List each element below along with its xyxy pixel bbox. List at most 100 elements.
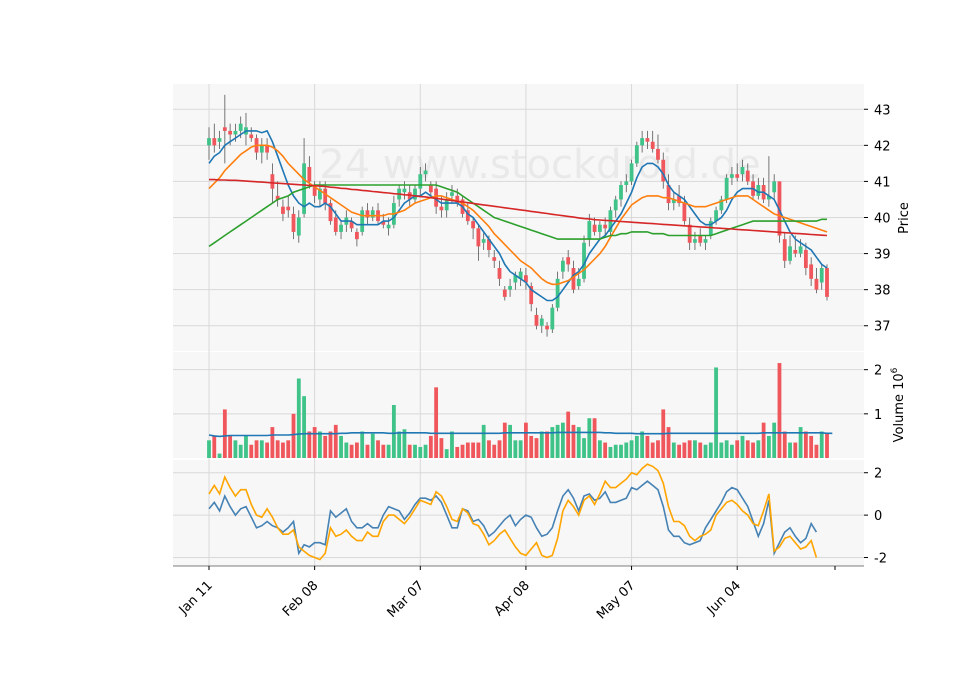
volume-bar: [238, 444, 243, 458]
volume-bar: [740, 435, 745, 458]
candle-body: [291, 213, 296, 232]
volume-bar: [582, 438, 586, 458]
candle-body: [571, 268, 576, 290]
volume-bar: [249, 444, 254, 458]
volume-bar: [370, 433, 375, 458]
volume-bar: [751, 442, 755, 458]
volume-bar: [777, 363, 782, 458]
volume-bar: [502, 422, 507, 458]
volume-bar: [423, 444, 428, 458]
oscillator-line-osc_a: [208, 480, 818, 557]
candle-body: [693, 239, 697, 243]
volume-bar: [339, 435, 343, 458]
candle-body: [423, 170, 428, 175]
candle-body: [233, 130, 238, 135]
volume-bar: [645, 435, 650, 458]
volume-bar: [413, 444, 417, 458]
volume-bar: [402, 429, 407, 458]
volume-axis-label-exponent: 6: [890, 367, 900, 373]
volume-bar: [376, 440, 380, 458]
candle-body: [281, 206, 285, 214]
candle-body: [513, 275, 518, 283]
candle-body: [265, 145, 270, 153]
volume-bar: [360, 431, 365, 458]
volume-bar: [312, 427, 317, 458]
volume-bar: [592, 418, 597, 458]
volume-bar: [397, 431, 402, 458]
volume-bar: [613, 444, 618, 458]
volume-bar: [323, 435, 328, 458]
volume-bar: [629, 440, 634, 458]
volume-bar: [244, 435, 248, 458]
candle-body: [550, 307, 555, 330]
volume-bar: [460, 444, 465, 458]
candle-body: [719, 199, 724, 211]
candle-body: [508, 286, 512, 290]
candle-body: [217, 138, 222, 142]
candle-body: [455, 195, 460, 204]
volume-bar: [560, 422, 565, 458]
volume-bar: [576, 427, 581, 458]
volume-bar: [217, 453, 222, 458]
volume-bar: [291, 413, 296, 458]
volume-bar: [550, 427, 555, 458]
candle-body: [518, 271, 523, 279]
oscillator-tick-label: 2: [874, 467, 882, 482]
candle-body: [207, 138, 211, 146]
candle-body: [819, 268, 824, 283]
candle-body: [529, 286, 534, 305]
candle-body: [597, 224, 602, 232]
candle-body: [587, 221, 592, 240]
candle-body: [365, 210, 370, 218]
volume-bar: [428, 435, 433, 458]
candle-body: [735, 174, 740, 178]
candle-body: [666, 185, 671, 204]
candle-body: [809, 264, 814, 279]
candle-body: [677, 195, 682, 204]
candle-body: [328, 203, 333, 222]
volume-axis-label: Volume 106: [890, 367, 907, 442]
volume-bar: [788, 442, 792, 458]
candle-body: [270, 174, 275, 189]
volume-bar: [698, 442, 703, 458]
volume-bar: [476, 442, 481, 458]
volume-bar: [259, 440, 264, 458]
candle-body: [418, 174, 423, 189]
candle-body: [370, 210, 375, 218]
volume-bar: [281, 442, 285, 458]
volume-bar: [434, 387, 439, 458]
candle-body: [534, 314, 539, 326]
candle-body: [386, 224, 391, 229]
candle-body: [360, 210, 365, 232]
volume-bar: [212, 435, 217, 458]
volume-bar: [524, 422, 528, 458]
candle-body: [275, 195, 280, 200]
volume-bar: [671, 442, 676, 458]
volume-bar: [682, 442, 687, 458]
candle-body: [656, 148, 660, 160]
candle-body: [402, 188, 407, 193]
volume-bar: [207, 440, 211, 458]
volume-bar: [333, 424, 338, 458]
candle-body: [339, 224, 343, 232]
volume-bar: [471, 442, 476, 458]
volume-bar: [254, 440, 259, 458]
candle-body: [592, 224, 597, 232]
volume-bar: [296, 378, 301, 458]
candle-body: [650, 141, 655, 149]
candle-body: [539, 318, 544, 326]
candle-body: [428, 185, 433, 193]
candle-body: [228, 130, 233, 135]
volume-bar: [603, 442, 608, 458]
candle-body: [576, 278, 581, 287]
volume-bar: [666, 427, 671, 458]
candle-body: [323, 188, 328, 204]
candle-body: [524, 275, 528, 283]
volume-bar: [809, 435, 814, 458]
candle-body: [793, 249, 798, 254]
volume-bar: [386, 444, 391, 458]
volume-bar: [508, 424, 512, 458]
volume-bar: [302, 396, 306, 458]
volume-bar: [656, 440, 660, 458]
volume-bar: [222, 409, 227, 458]
